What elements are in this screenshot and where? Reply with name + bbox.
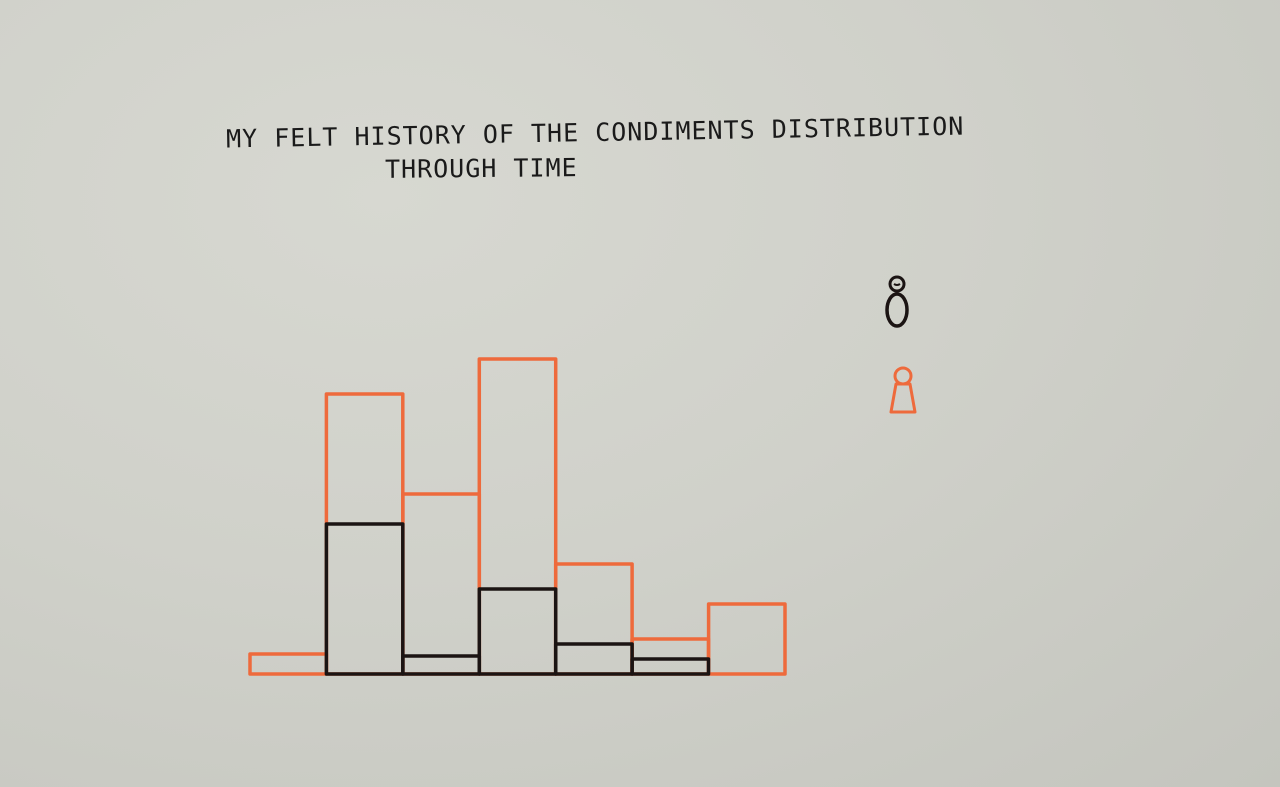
black-bar-4 bbox=[477, 587, 558, 676]
orange-bar-7 bbox=[706, 602, 787, 676]
salt-shaker-icon bbox=[889, 366, 917, 414]
black-series-bars bbox=[324, 522, 711, 676]
orange-bar-5 bbox=[553, 562, 634, 676]
legend bbox=[885, 275, 917, 414]
black-bar-6 bbox=[630, 657, 711, 676]
black-bar-5 bbox=[553, 642, 634, 676]
black-bar-2 bbox=[324, 522, 405, 676]
orange-series-bars bbox=[248, 357, 787, 676]
orange-bar-6 bbox=[630, 637, 711, 676]
orange-bar-1 bbox=[248, 652, 329, 676]
orange-bar-2 bbox=[324, 392, 405, 676]
orange-bar-3 bbox=[401, 492, 482, 676]
pepper-shaker-icon bbox=[885, 275, 909, 328]
orange-bar-4 bbox=[477, 357, 558, 676]
black-bar-3 bbox=[401, 654, 482, 676]
